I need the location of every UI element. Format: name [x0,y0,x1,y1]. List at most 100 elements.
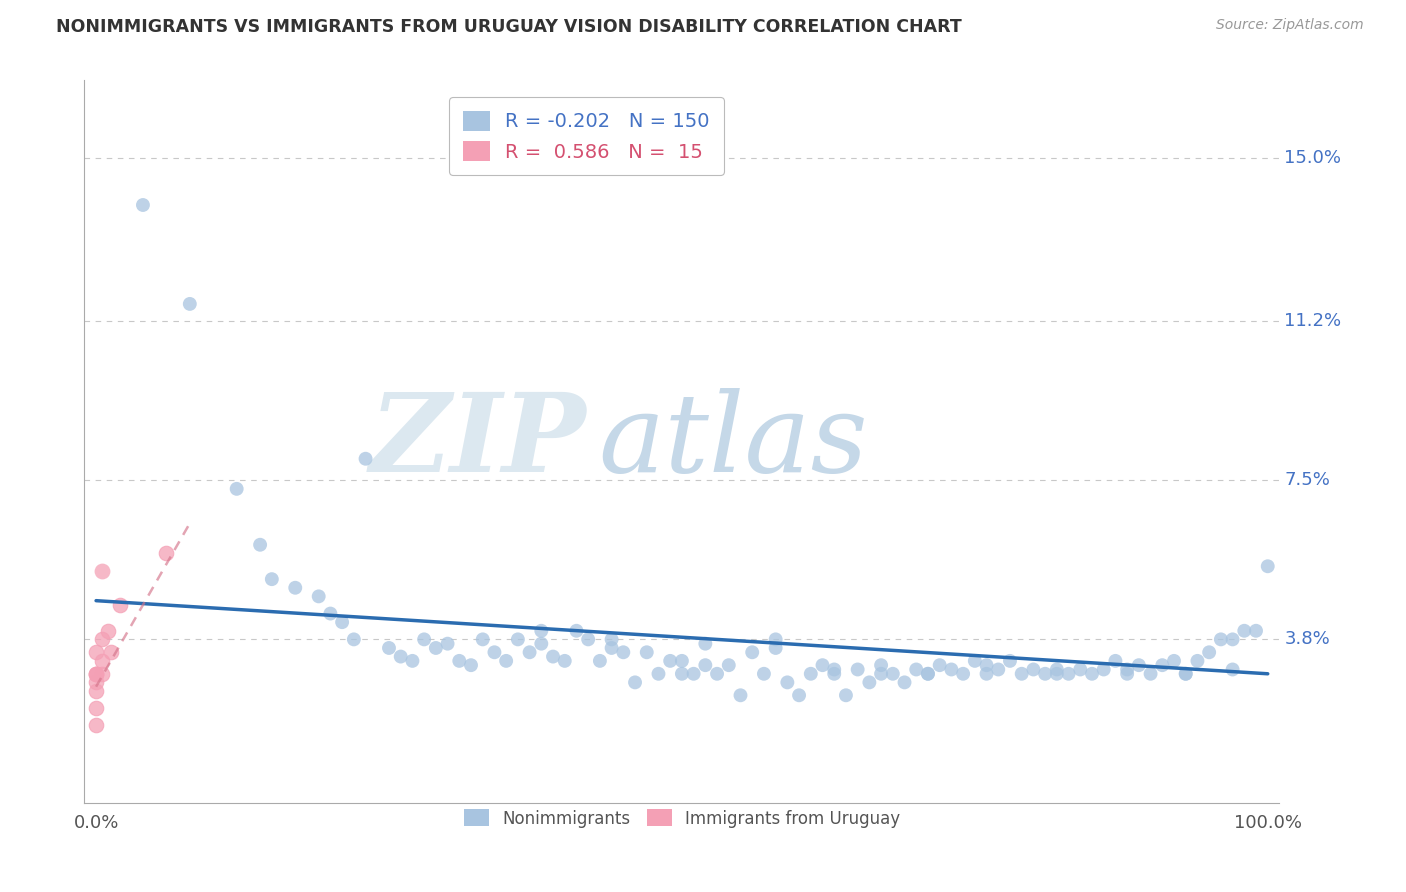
Point [1244,624,1267,638]
Point [1092,663,1115,677]
Point [741,645,763,659]
Point [589,654,612,668]
Point [260,572,283,586]
Legend: Nonimmigrants, Immigrants from Uruguay: Nonimmigrants, Immigrants from Uruguay [457,803,907,834]
Point [1128,658,1150,673]
Text: ZIP: ZIP [370,388,586,495]
Point [695,658,717,673]
Point [308,590,330,604]
Point [1187,654,1209,668]
Point [1174,666,1197,681]
Text: Source: ZipAtlas.com: Source: ZipAtlas.com [1216,18,1364,32]
Point [1257,559,1279,574]
Point [647,666,669,681]
Point [1233,624,1256,638]
Point [917,666,939,681]
Point [378,640,401,655]
Point [1046,663,1069,677]
Point [941,663,963,677]
Point [917,666,939,681]
Point [1222,663,1244,677]
Point [1152,658,1174,673]
Point [787,688,810,702]
Point [576,632,599,647]
Point [882,666,904,681]
Point [963,654,986,668]
Point [870,666,893,681]
Point [436,637,458,651]
Point [695,637,717,651]
Point [952,666,974,681]
Point [612,645,634,659]
Text: NONIMMIGRANTS VS IMMIGRANTS FROM URUGUAY VISION DISABILITY CORRELATION CHART: NONIMMIGRANTS VS IMMIGRANTS FROM URUGUAY… [56,18,962,36]
Point [823,666,845,681]
Point [84,666,107,681]
Point [471,632,494,647]
Point [1222,632,1244,647]
Point [682,666,704,681]
Point [100,645,122,659]
Point [905,663,928,677]
Point [401,654,423,668]
Point [752,666,775,681]
Point [84,675,107,690]
Point [530,624,553,638]
Point [823,663,845,677]
Point [541,649,564,664]
Point [90,654,114,668]
Point [1139,666,1161,681]
Point [284,581,307,595]
Point [765,632,787,647]
Point [84,666,107,681]
Point [413,632,436,647]
Point [987,663,1010,677]
Point [659,654,682,668]
Point [554,654,576,668]
Point [449,654,471,668]
Point [1209,632,1232,647]
Point [811,658,834,673]
Point [179,297,201,311]
Point [624,675,647,690]
Point [319,607,342,621]
Point [506,632,529,647]
Point [1069,663,1091,677]
Point [870,658,893,673]
Point [84,718,107,732]
Point [717,658,740,673]
Point [1033,666,1056,681]
Point [132,198,155,212]
Point [846,663,869,677]
Point [600,632,623,647]
Point [84,666,107,681]
Point [1198,645,1220,659]
Point [706,666,728,681]
Point [90,666,114,681]
Point [1116,666,1139,681]
Point [671,666,693,681]
Point [484,645,506,659]
Point [530,637,553,651]
Point [389,649,412,664]
Text: atlas: atlas [599,388,868,495]
Point [1022,663,1045,677]
Point [636,645,658,659]
Point [519,645,541,659]
Text: 15.0%: 15.0% [1284,149,1341,167]
Point [976,666,998,681]
Point [1081,666,1104,681]
Point [1057,666,1080,681]
Point [1163,654,1185,668]
Point [1011,666,1033,681]
Text: 7.5%: 7.5% [1284,471,1330,489]
Point [425,640,447,655]
Point [1046,666,1069,681]
Point [84,701,107,715]
Point [976,658,998,673]
Point [108,598,131,612]
Point [460,658,482,673]
Point [998,654,1021,668]
Point [671,654,693,668]
Point [90,564,114,578]
Point [776,675,799,690]
